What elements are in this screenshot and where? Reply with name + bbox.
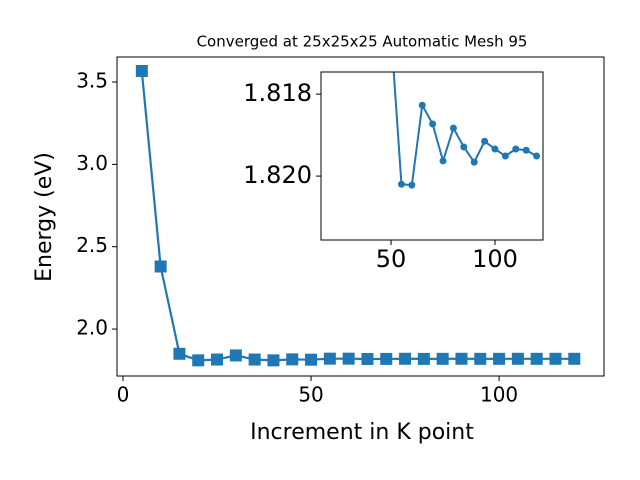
marker bbox=[549, 352, 562, 365]
x-tick-label: 100 bbox=[472, 245, 518, 273]
marker bbox=[417, 352, 430, 365]
y-tick-label: 2.0 bbox=[76, 316, 108, 340]
marker bbox=[154, 260, 167, 273]
marker bbox=[568, 352, 581, 365]
plot-layer bbox=[392, 72, 541, 189]
x-tick-label: 0 bbox=[117, 383, 130, 407]
marker bbox=[501, 152, 509, 160]
plot-frame bbox=[116, 56, 605, 377]
marker bbox=[470, 158, 478, 166]
y-tick-label: 1.820 bbox=[243, 161, 312, 189]
marker bbox=[323, 352, 336, 365]
marker bbox=[530, 352, 543, 365]
marker bbox=[399, 352, 412, 365]
marker bbox=[192, 354, 205, 367]
marker bbox=[512, 145, 520, 153]
y-axis-label: Energy (eV) bbox=[32, 152, 57, 282]
marker bbox=[173, 347, 186, 360]
x-axis-label: Increment in K point bbox=[250, 420, 474, 445]
marker bbox=[511, 352, 524, 365]
marker bbox=[455, 352, 468, 365]
chart-title: Converged at 25x25x25 Automatic Mesh 95 bbox=[197, 33, 528, 51]
y-tick-label: 2.5 bbox=[76, 233, 108, 257]
marker bbox=[522, 146, 530, 154]
marker bbox=[397, 180, 405, 188]
marker bbox=[491, 145, 499, 153]
marker bbox=[436, 352, 449, 365]
marker bbox=[418, 101, 426, 109]
marker bbox=[305, 353, 318, 366]
marker bbox=[408, 181, 416, 189]
marker bbox=[380, 352, 393, 365]
y-tick-label: 1.818 bbox=[243, 79, 312, 107]
x-tick-label: 50 bbox=[298, 383, 323, 407]
marker bbox=[493, 352, 506, 365]
marker bbox=[342, 352, 355, 365]
marker bbox=[429, 120, 437, 128]
marker bbox=[248, 353, 261, 366]
x-tick-label: 100 bbox=[480, 383, 518, 407]
y-tick-label: 3.5 bbox=[76, 69, 108, 93]
marker bbox=[439, 157, 447, 165]
marker bbox=[361, 352, 374, 365]
marker bbox=[449, 124, 457, 132]
marker bbox=[481, 137, 489, 145]
plot-layer bbox=[135, 64, 581, 367]
marker bbox=[135, 64, 148, 77]
marker bbox=[533, 152, 541, 160]
marker bbox=[474, 352, 487, 365]
marker bbox=[267, 354, 280, 367]
marker bbox=[286, 353, 299, 366]
marker bbox=[229, 349, 242, 362]
plot-area bbox=[321, 72, 543, 240]
marker bbox=[460, 143, 468, 151]
x-tick-label: 50 bbox=[376, 245, 407, 273]
y-tick-label: 3.0 bbox=[76, 151, 108, 175]
plot-frame bbox=[320, 71, 544, 241]
marker bbox=[211, 353, 224, 366]
